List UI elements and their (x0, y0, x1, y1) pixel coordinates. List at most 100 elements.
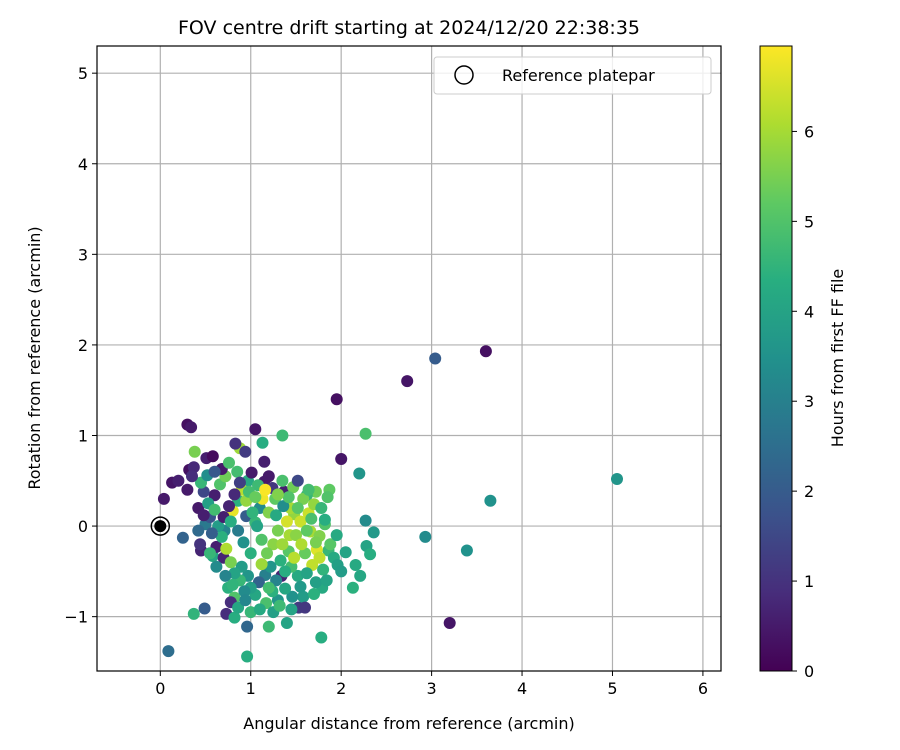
data-point (309, 576, 322, 589)
x-tick-label: 2 (336, 679, 346, 698)
data-point (300, 567, 313, 580)
colorbar-ticks: 0 1 2 3 4 5 6 (792, 122, 814, 681)
data-point (246, 506, 259, 519)
data-point (282, 491, 295, 504)
data-point (249, 423, 262, 436)
data-point (259, 483, 272, 496)
data-point (162, 645, 175, 658)
data-point (611, 473, 623, 485)
data-point (302, 483, 315, 496)
data-point (224, 556, 237, 569)
data-point (244, 606, 257, 619)
data-point (215, 530, 228, 543)
reference-marker (150, 516, 171, 536)
data-point (267, 538, 280, 551)
x-tick-label: 1 (246, 679, 256, 698)
data-point (157, 492, 170, 505)
data-point (205, 527, 218, 540)
x-tick-label: 3 (427, 679, 437, 698)
data-point (198, 602, 211, 615)
data-points (157, 345, 623, 663)
data-point (223, 500, 235, 513)
data-point (186, 470, 198, 483)
data-point (294, 580, 307, 593)
data-point (204, 547, 216, 560)
x-axis-ticks: 0 1 2 3 4 5 6 (155, 671, 708, 698)
data-point (364, 548, 377, 561)
data-point (208, 465, 221, 478)
data-point (443, 617, 456, 629)
data-point (271, 524, 284, 537)
x-tick-label: 0 (155, 679, 165, 698)
data-point (226, 578, 239, 591)
data-point (238, 585, 251, 598)
data-point (264, 560, 277, 573)
data-point (330, 393, 343, 406)
data-point (270, 509, 283, 522)
data-point (305, 512, 318, 525)
data-point (232, 601, 245, 614)
legend-entry-reference-platepar: Reference platepar (502, 66, 655, 85)
data-point (219, 569, 232, 582)
data-point (185, 421, 198, 434)
y-tick-label: 4 (78, 155, 88, 174)
data-point (295, 538, 308, 551)
data-point (291, 569, 304, 582)
data-point (299, 547, 311, 560)
colorbar-tick-label: 6 (804, 122, 814, 141)
data-point (484, 494, 497, 507)
data-point (228, 567, 241, 580)
x-tick-label: 6 (698, 679, 708, 698)
data-point (321, 491, 334, 504)
legend: Reference platepar (433, 56, 712, 95)
x-tick-label: 4 (517, 679, 527, 698)
x-tick-label: 5 (607, 679, 617, 698)
data-point (300, 524, 313, 537)
data-point (245, 466, 258, 479)
data-point (176, 531, 189, 544)
data-point (317, 563, 330, 576)
plot-frame (96, 45, 722, 672)
colorbar-tick-label: 2 (804, 482, 814, 501)
data-point (479, 345, 492, 358)
data-point (210, 560, 223, 573)
data-point (279, 565, 292, 578)
data-point (261, 547, 273, 560)
data-point (349, 559, 362, 571)
colorbar-tick-label: 0 (804, 662, 814, 681)
data-point (188, 445, 201, 458)
reference-point (154, 520, 167, 533)
y-tick-label: 5 (78, 64, 88, 83)
data-point (197, 509, 210, 522)
data-point (460, 544, 473, 557)
y-tick-label: −1 (64, 608, 88, 627)
data-point (277, 500, 290, 513)
y-axis-label: Rotation from reference (arcmin) (25, 226, 44, 489)
data-point (354, 569, 367, 582)
data-point (285, 603, 298, 616)
data-point (324, 538, 337, 551)
data-point (262, 470, 275, 483)
data-point (239, 594, 252, 607)
legend-reference-marker (454, 65, 474, 85)
data-point (224, 515, 237, 528)
data-point (359, 514, 372, 527)
data-point (233, 476, 246, 489)
data-point (276, 474, 289, 487)
data-point (335, 565, 348, 578)
colorbar-gradient (759, 45, 793, 672)
data-point (197, 485, 210, 498)
data-point (258, 455, 271, 468)
data-point (276, 538, 289, 551)
data-point (294, 515, 307, 528)
data-point (262, 620, 275, 633)
data-point (231, 465, 244, 478)
data-point (276, 429, 289, 442)
data-point (401, 375, 414, 388)
data-point (320, 574, 333, 587)
data-point (220, 542, 233, 555)
data-point (255, 558, 268, 571)
data-point (192, 524, 205, 537)
colorbar-tick-label: 1 (804, 572, 814, 591)
